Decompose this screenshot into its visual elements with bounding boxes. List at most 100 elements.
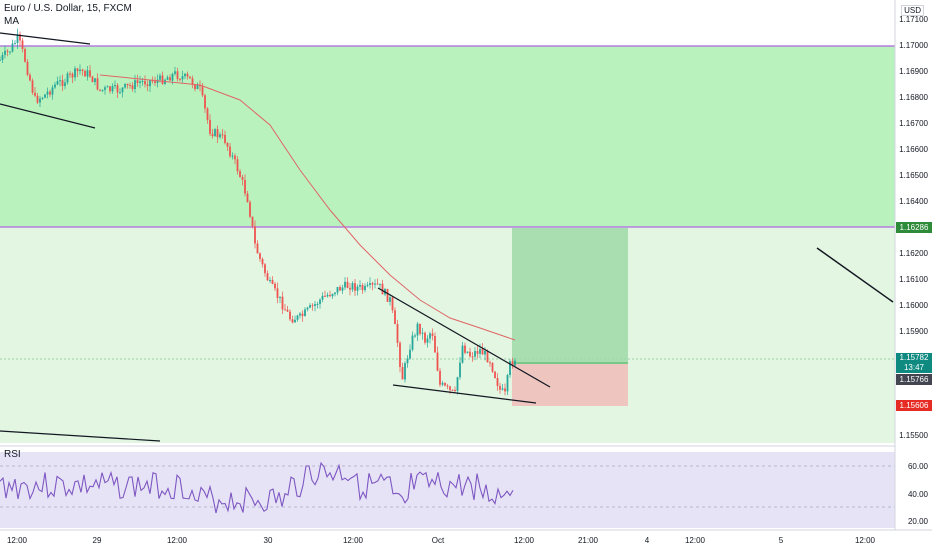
- candle-body: [149, 80, 151, 87]
- time-tick-label: 29: [92, 536, 102, 545]
- price-tick-label: 1.16800: [899, 93, 928, 102]
- candle-body: [171, 73, 174, 81]
- candle-body: [419, 323, 421, 334]
- candle-body: [321, 295, 324, 300]
- candle-body: [111, 86, 114, 92]
- candle-body: [19, 34, 21, 41]
- currency-button[interactable]: USD: [901, 5, 924, 16]
- trendline-bottom-left[interactable]: [0, 103, 96, 129]
- candle-body: [74, 68, 76, 78]
- candle-body: [81, 69, 84, 71]
- candle-body: [429, 333, 431, 339]
- candle-body: [471, 356, 474, 358]
- candle-body: [124, 83, 126, 88]
- candle-body: [194, 84, 196, 90]
- price-tick-label: 1.16700: [899, 119, 928, 128]
- price-tick-label: 1.15900: [899, 327, 928, 336]
- candle-body: [281, 296, 284, 310]
- candle-body: [259, 253, 261, 259]
- candles: [0, 28, 516, 396]
- candle-body: [54, 84, 56, 88]
- candle-body: [309, 305, 311, 308]
- candle-body: [486, 350, 489, 363]
- price-tick-label: 1.17000: [899, 41, 928, 50]
- candle-body: [21, 40, 24, 50]
- trendline-bottom-long[interactable]: [0, 430, 161, 442]
- wedge-upper-line[interactable]: [377, 287, 551, 388]
- trendline-right[interactable]: [816, 247, 894, 303]
- candle-body: [201, 86, 204, 96]
- candle-body: [439, 370, 441, 385]
- candle-body: [144, 80, 146, 85]
- candle-body: [31, 80, 34, 93]
- ma-indicator-label[interactable]: MA: [4, 16, 19, 27]
- price-tick-label: 1.16100: [899, 275, 928, 284]
- candle-body: [121, 87, 124, 93]
- candle-body: [216, 129, 219, 138]
- candle-body: [214, 129, 216, 137]
- time-tick-label: 21:00: [577, 536, 599, 545]
- candle-body: [359, 285, 361, 287]
- candle-body: [356, 286, 359, 291]
- candle-body: [56, 81, 59, 85]
- candle-body: [126, 83, 129, 86]
- candle-body: [386, 288, 389, 302]
- candle-body: [241, 177, 244, 180]
- price-tick-label: 1.16000: [899, 301, 928, 310]
- candle-body: [324, 295, 326, 297]
- candle-body: [466, 351, 469, 353]
- candle-body: [226, 142, 229, 147]
- time-tick-label: 12:00: [513, 536, 535, 545]
- candle-body: [176, 71, 179, 80]
- time-tick-label: 12:00: [342, 536, 364, 545]
- candle-body: [279, 296, 281, 298]
- candle-body: [369, 283, 371, 285]
- current-price-tag: 1.15782 13:47: [896, 353, 932, 373]
- candle-body: [134, 80, 136, 90]
- candle-body: [451, 389, 454, 391]
- candle-body: [129, 85, 131, 87]
- candle-body: [79, 69, 81, 72]
- stop-box[interactable]: [512, 364, 628, 406]
- candle-body: [489, 362, 491, 364]
- candle-body: [276, 288, 279, 298]
- time-tick-label: 5: [778, 536, 784, 545]
- candle-body: [131, 85, 134, 90]
- candle-body: [39, 98, 41, 103]
- candle-body: [459, 362, 461, 378]
- trendline-top-left[interactable]: [0, 32, 91, 45]
- candle-body: [16, 34, 19, 44]
- candle-body: [119, 92, 121, 94]
- rsi-indicator-label[interactable]: RSI: [4, 449, 21, 460]
- time-tick-label: 4: [644, 536, 650, 545]
- target-box[interactable]: [512, 228, 628, 362]
- candle-body: [394, 310, 396, 325]
- resistance-price-tag: 1.16286: [896, 222, 932, 233]
- time-tick-label: 12:00: [854, 536, 876, 545]
- candle-body: [41, 97, 44, 99]
- candle-body: [186, 73, 189, 77]
- symbol-title[interactable]: Euro / U.S. Dollar, 15, FXCM: [4, 3, 132, 14]
- candle-body: [376, 283, 379, 285]
- candle-body: [229, 146, 231, 157]
- candle-body: [269, 280, 271, 282]
- candle-body: [191, 78, 194, 85]
- rsi-tick-label: 60.00: [907, 462, 928, 471]
- candle-body: [156, 79, 159, 84]
- price-tick-label: 1.16600: [899, 145, 928, 154]
- candle-body: [179, 79, 181, 81]
- candle-body: [246, 193, 249, 203]
- candle-body: [66, 73, 69, 83]
- candle-body: [391, 297, 394, 311]
- candle-body: [196, 84, 199, 90]
- candle-body: [336, 287, 339, 293]
- candle-body: [14, 43, 16, 45]
- candle-body: [166, 77, 169, 80]
- wedge-lower-line[interactable]: [392, 384, 537, 404]
- candle-body: [49, 91, 51, 95]
- candle-body: [71, 73, 74, 78]
- candle-body: [99, 89, 101, 91]
- candle-body: [509, 361, 511, 376]
